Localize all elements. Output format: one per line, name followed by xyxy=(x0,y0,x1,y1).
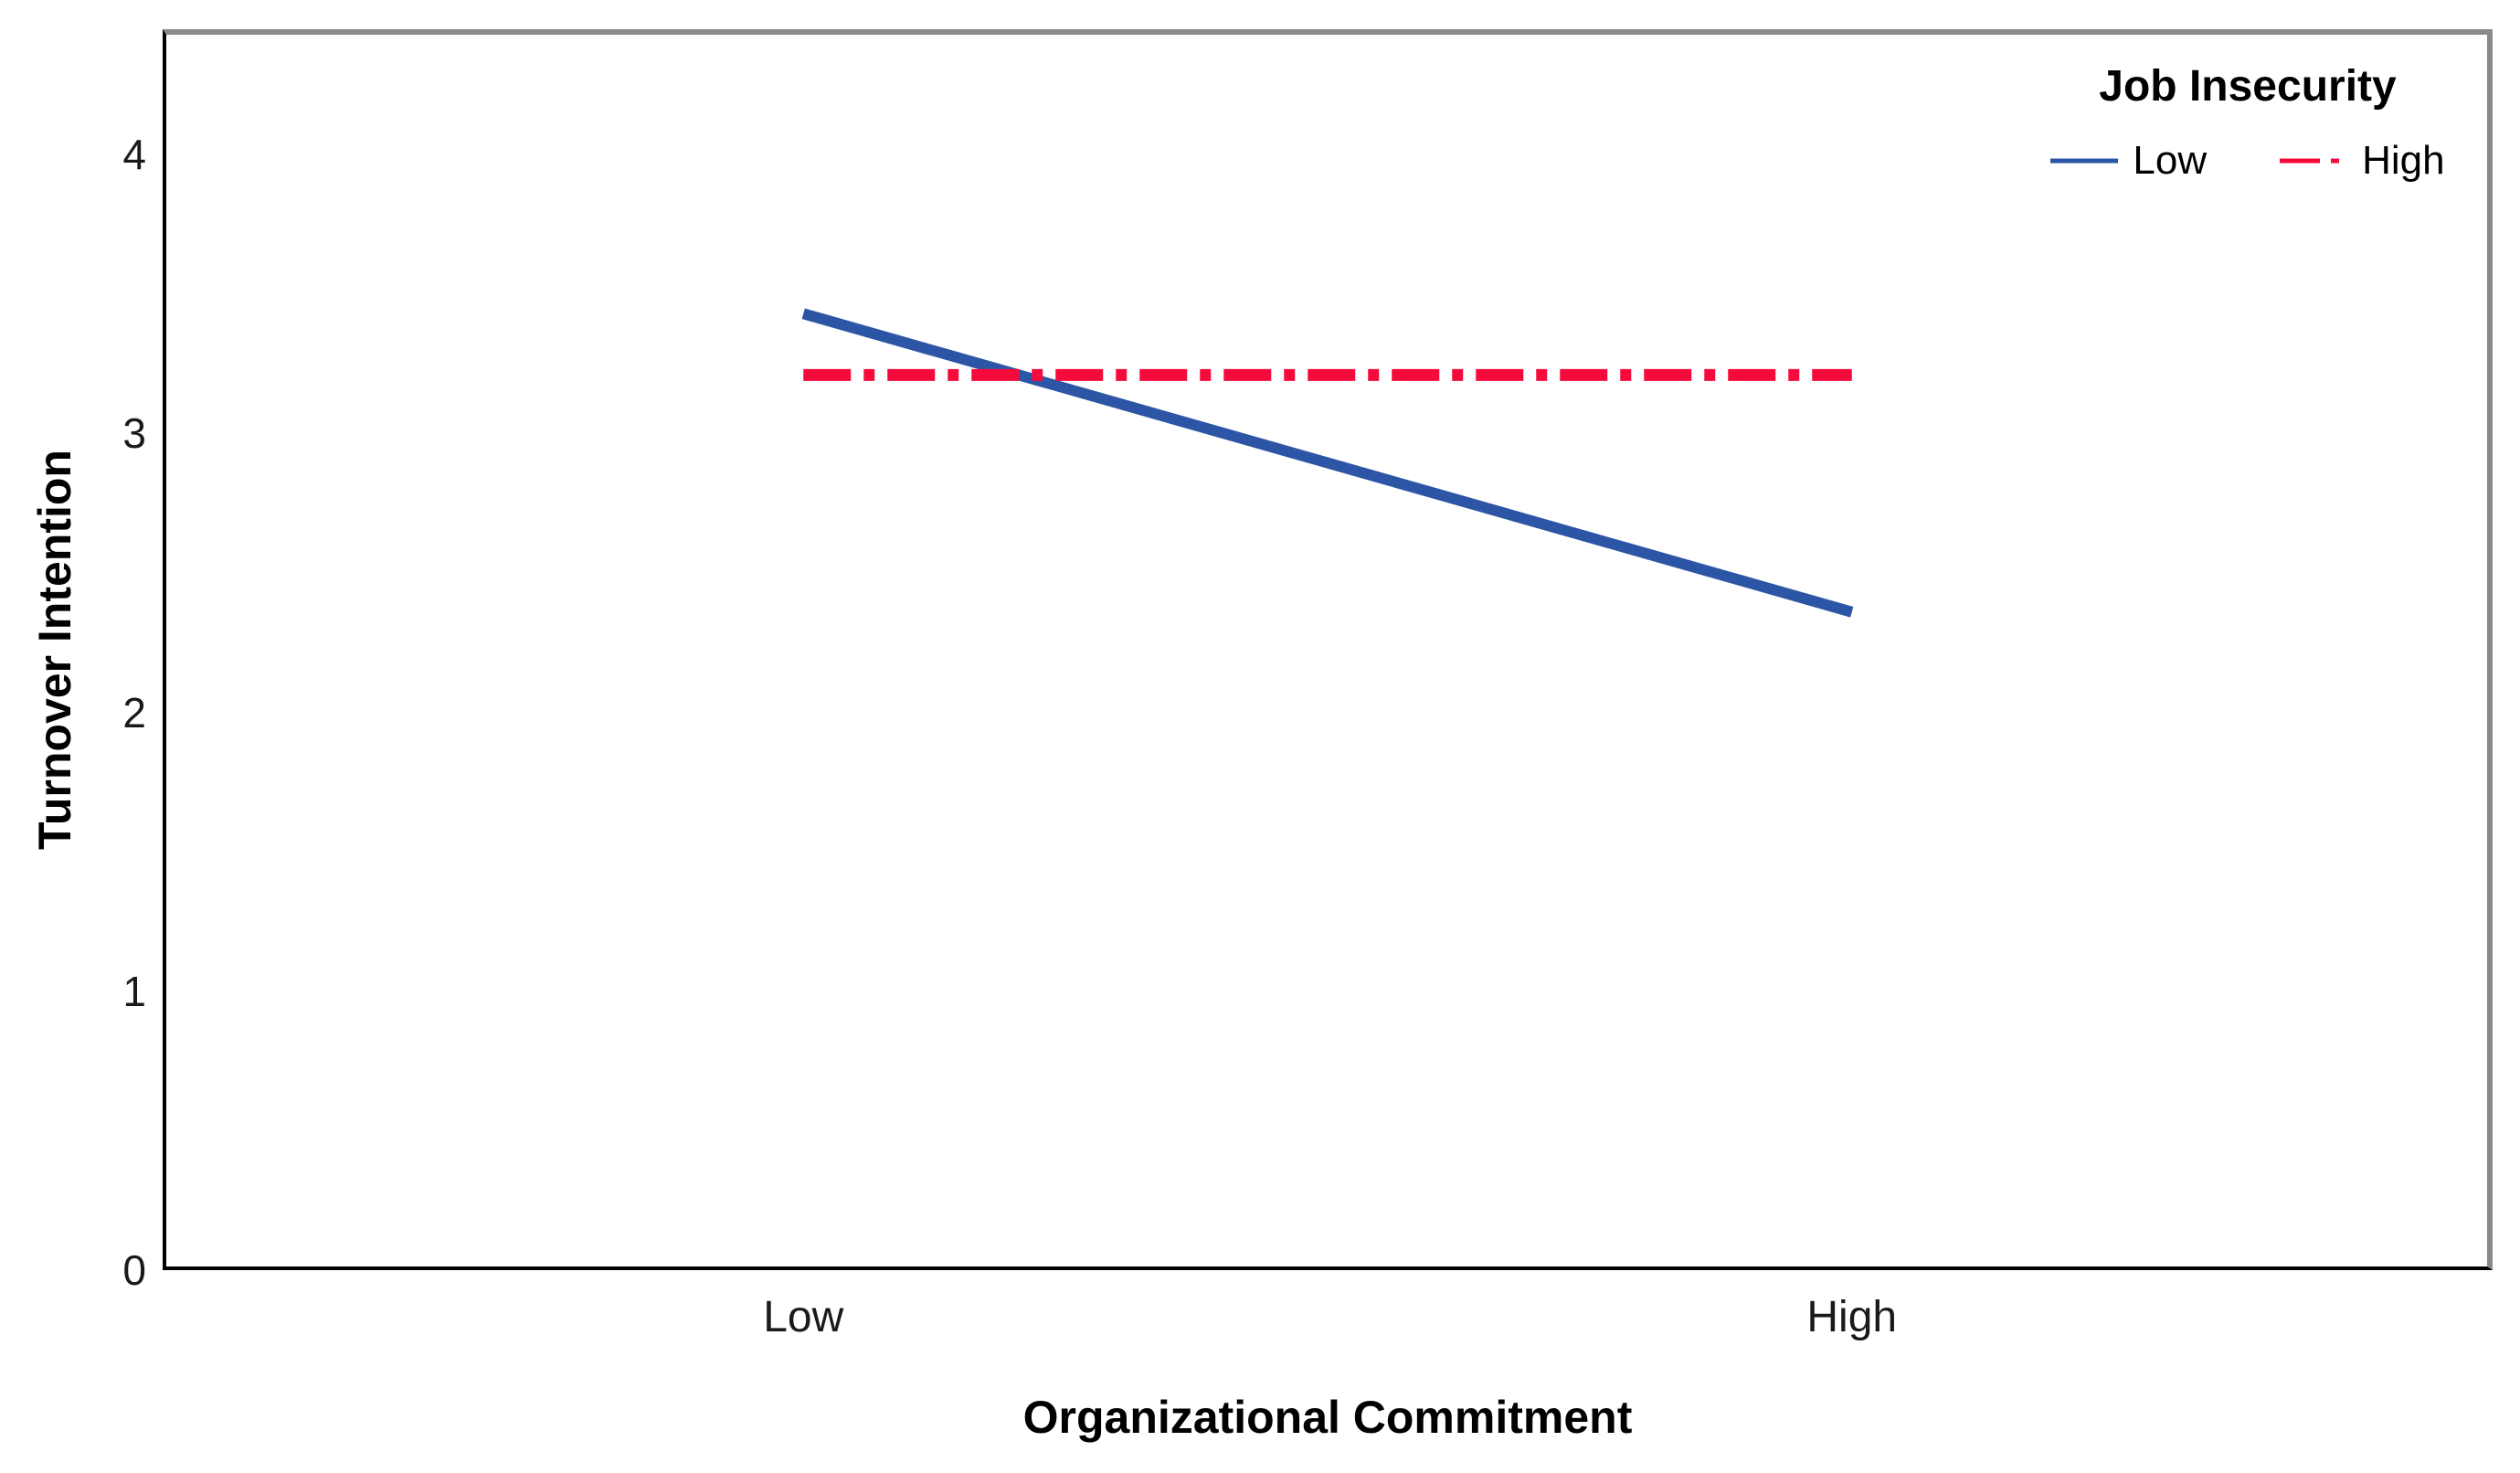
y-axis-title-wrap: Turnover Intention xyxy=(0,29,110,1270)
legend-item-high: High xyxy=(2280,139,2445,183)
y-tick-label: 1 xyxy=(122,967,146,1015)
x-tick-label: High xyxy=(1806,1293,1898,1341)
x-tick-label: Low xyxy=(763,1293,844,1341)
y-axis-title: Turnover Intention xyxy=(29,450,81,850)
plot-area xyxy=(163,29,2493,1270)
solid-line-swatch-icon xyxy=(2050,158,2119,164)
y-tick-label: 4 xyxy=(122,131,146,179)
y-tick-label: 2 xyxy=(122,688,146,736)
legend-items: Low High xyxy=(1992,139,2504,183)
series-lines xyxy=(801,308,1854,618)
x-axis-title: Organizational Commitment xyxy=(1022,1392,1633,1443)
legend-item-label: Low xyxy=(2133,138,2208,183)
dash-dot-line-swatch-icon xyxy=(2280,158,2348,164)
legend: Job Insecurity Low High xyxy=(1992,62,2504,183)
legend-item-low: Low xyxy=(2050,139,2207,183)
y-tick-label: 3 xyxy=(122,409,146,458)
series-line-low xyxy=(801,308,1854,618)
y-tick-label: 0 xyxy=(122,1246,146,1294)
legend-item-label: High xyxy=(2362,138,2445,183)
legend-title: Job Insecurity xyxy=(2099,62,2397,111)
